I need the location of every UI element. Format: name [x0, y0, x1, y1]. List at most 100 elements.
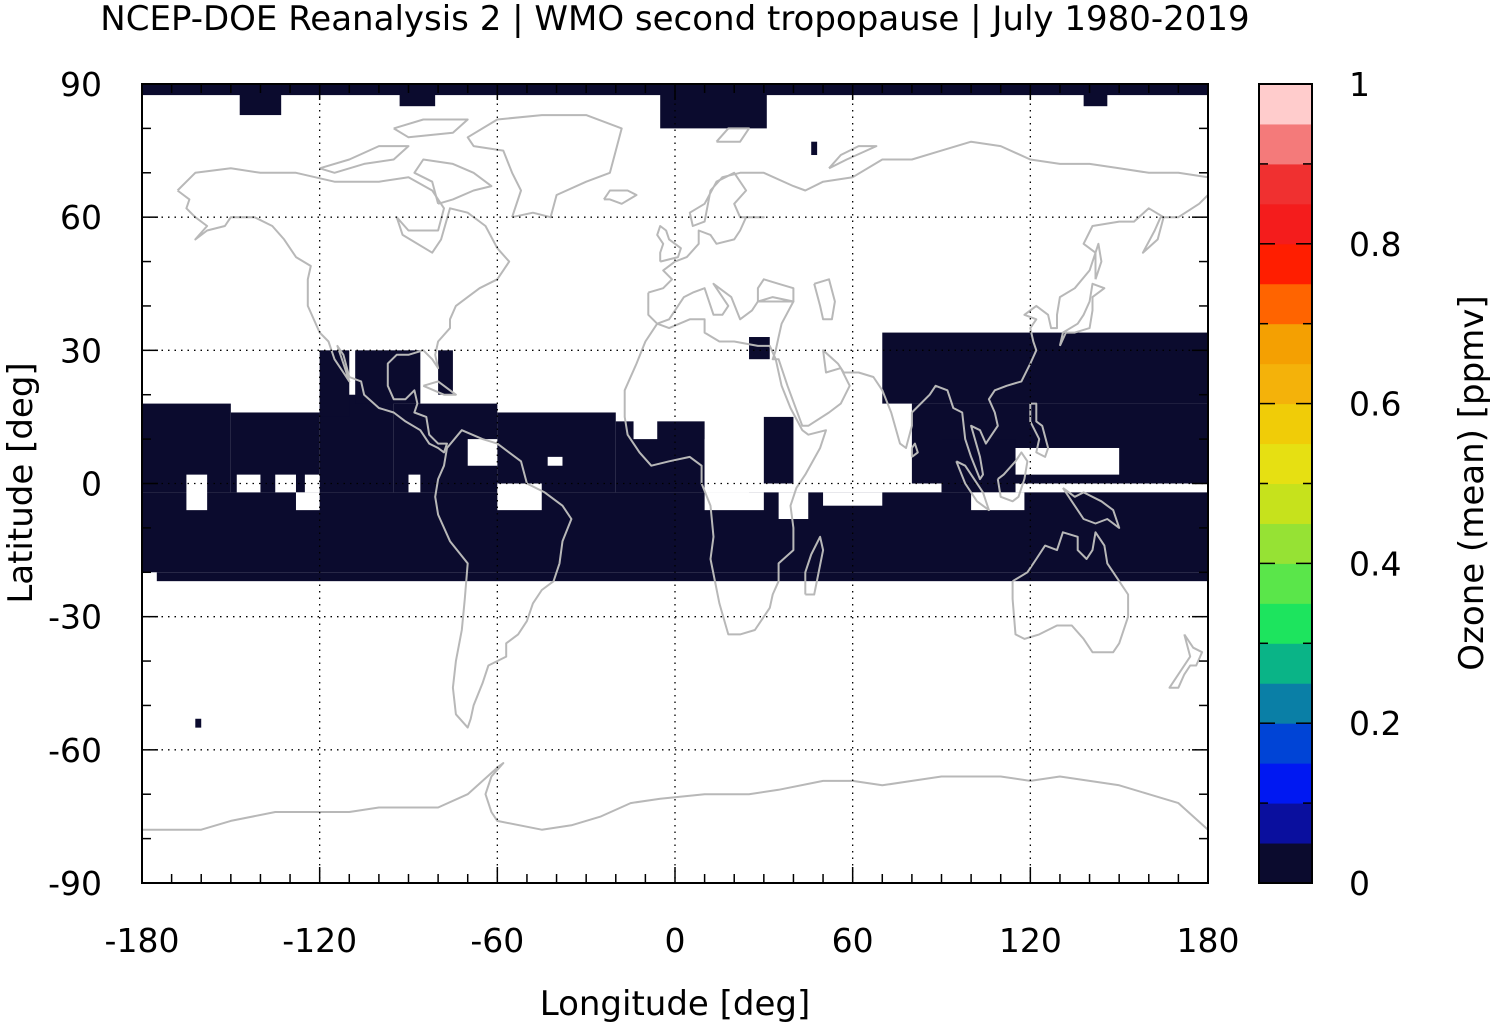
- x-tick-label: -120: [282, 921, 357, 960]
- heatmap-cell: [941, 439, 1016, 493]
- coastline: [1029, 402, 1050, 458]
- x-tick-label: 0: [665, 921, 686, 960]
- colorbar-tick-label: 0.4: [1349, 544, 1401, 583]
- coastline: [1058, 282, 1106, 347]
- coastline: [413, 158, 493, 205]
- no-data-gap: [823, 492, 883, 506]
- coastline: [1168, 633, 1204, 689]
- colorbar-bin: [1259, 523, 1312, 564]
- y-tick-labels: 90 60 30 0 -30 -60 -90: [48, 65, 102, 903]
- no-data-gap: [467, 439, 498, 466]
- y-tick-label: -60: [48, 731, 102, 770]
- no-data-gap: [704, 492, 764, 511]
- coastline: [434, 429, 573, 729]
- coastline: [319, 145, 410, 174]
- axis-ticks: [141, 83, 1209, 884]
- colorbar-bin: [1259, 683, 1312, 724]
- coastline: [176, 167, 511, 454]
- x-tick-label: -180: [105, 921, 180, 960]
- colorbar-bins: [1259, 84, 1312, 884]
- heatmap-cell: [497, 412, 616, 493]
- colorbar-tick-label: 0.8: [1349, 225, 1401, 264]
- y-tick-label: 30: [60, 331, 102, 370]
- heatmap-cell: [882, 332, 1208, 404]
- colorbar-label: Ozone (mean) [ppmv]: [1452, 295, 1492, 670]
- heatmap-cell: [156, 572, 1209, 582]
- coastline: [804, 535, 825, 596]
- colorbar-bin: [1259, 403, 1312, 445]
- x-tick-label: -60: [470, 921, 524, 960]
- coastline: [910, 442, 919, 458]
- colorbar-bin: [1259, 163, 1312, 205]
- x-tick-label: 60: [832, 921, 874, 960]
- y-axis-label: Latitude [deg]: [1, 362, 41, 603]
- coastline: [422, 380, 457, 396]
- coastline: [648, 140, 1209, 294]
- no-data-gap: [1015, 447, 1120, 475]
- map-plot-area: [141, 83, 1209, 884]
- x-tick-label: 180: [1177, 921, 1240, 960]
- colorbar-frame: [1258, 83, 1313, 884]
- x-axis-label: Longitude [deg]: [540, 984, 811, 1024]
- colorbar-bin: [1259, 363, 1312, 405]
- colorbar-bin: [1259, 323, 1312, 365]
- colorbar-bin: [1259, 843, 1312, 884]
- coastline: [603, 189, 638, 205]
- x-tick-labels: -180 -120 -60 0 60 120 180: [105, 921, 1240, 960]
- y-tick-label: -90: [48, 864, 102, 903]
- colorbar-tick-labels: 0 0.2 0.4 0.6 0.8 1: [1349, 65, 1401, 903]
- no-data-gap: [295, 492, 320, 511]
- colorbar-tick-label: 0: [1349, 864, 1370, 903]
- x-tick-label: 120: [999, 921, 1062, 960]
- coastline: [813, 278, 836, 321]
- colorbar-bin: [1259, 443, 1312, 484]
- coastline: [715, 127, 750, 143]
- y-tick-label: 60: [60, 198, 102, 237]
- colorbar-bin: [1259, 84, 1312, 125]
- coastline: [1062, 487, 1121, 529]
- coastline: [996, 451, 1029, 503]
- colorbar-tick-label: 0.2: [1349, 704, 1401, 743]
- heatmap-cell: [749, 337, 770, 360]
- heatmap-cell: [195, 718, 202, 728]
- y-tick-label: 90: [60, 65, 102, 104]
- colorbar-bin: [1259, 563, 1312, 604]
- no-data-gap: [547, 456, 563, 466]
- colorbar-bin: [1259, 803, 1312, 844]
- no-data-gap: [633, 412, 658, 440]
- coastline: [828, 145, 878, 170]
- no-data-gap: [971, 492, 1025, 511]
- colorbar-bin: [1259, 723, 1312, 764]
- colorbar-bin: [1259, 243, 1312, 285]
- heatmap-cell: [763, 416, 794, 484]
- colorbar-bin: [1259, 483, 1312, 524]
- plot-frame: [141, 83, 1209, 884]
- grid-lines: [142, 84, 1208, 883]
- coastline: [1011, 531, 1130, 654]
- heatmap-cell: [1083, 84, 1108, 107]
- coastline: [647, 194, 1209, 481]
- coastline: [623, 318, 827, 636]
- no-data-gap: [408, 474, 421, 493]
- y-tick-label: -30: [48, 598, 102, 637]
- colorbar: 0 0.2 0.4 0.6 0.8 1: [1258, 65, 1401, 903]
- no-data-gap: [236, 474, 261, 493]
- coastline: [756, 278, 795, 303]
- coastline: [393, 118, 469, 139]
- heatmap-cell: [399, 84, 436, 107]
- colorbar-bin: [1259, 643, 1312, 684]
- colorbar-bin: [1259, 203, 1312, 245]
- coastline: [142, 762, 1209, 831]
- colorbar-bin: [1259, 763, 1312, 804]
- coastline: [466, 114, 623, 219]
- chart-title: NCEP-DOE Reanalysis 2 | WMO second tropo…: [100, 0, 1249, 39]
- colorbar-tick-label: 1: [1349, 65, 1370, 104]
- heatmap-cell: [660, 84, 767, 129]
- colorbar-tick-label: 0.6: [1349, 385, 1401, 424]
- heatmap-cell: [811, 141, 818, 156]
- coastline: [955, 460, 990, 512]
- colorbar-bin: [1259, 123, 1312, 165]
- y-tick-label: 0: [81, 465, 102, 504]
- coastlines: [142, 114, 1209, 831]
